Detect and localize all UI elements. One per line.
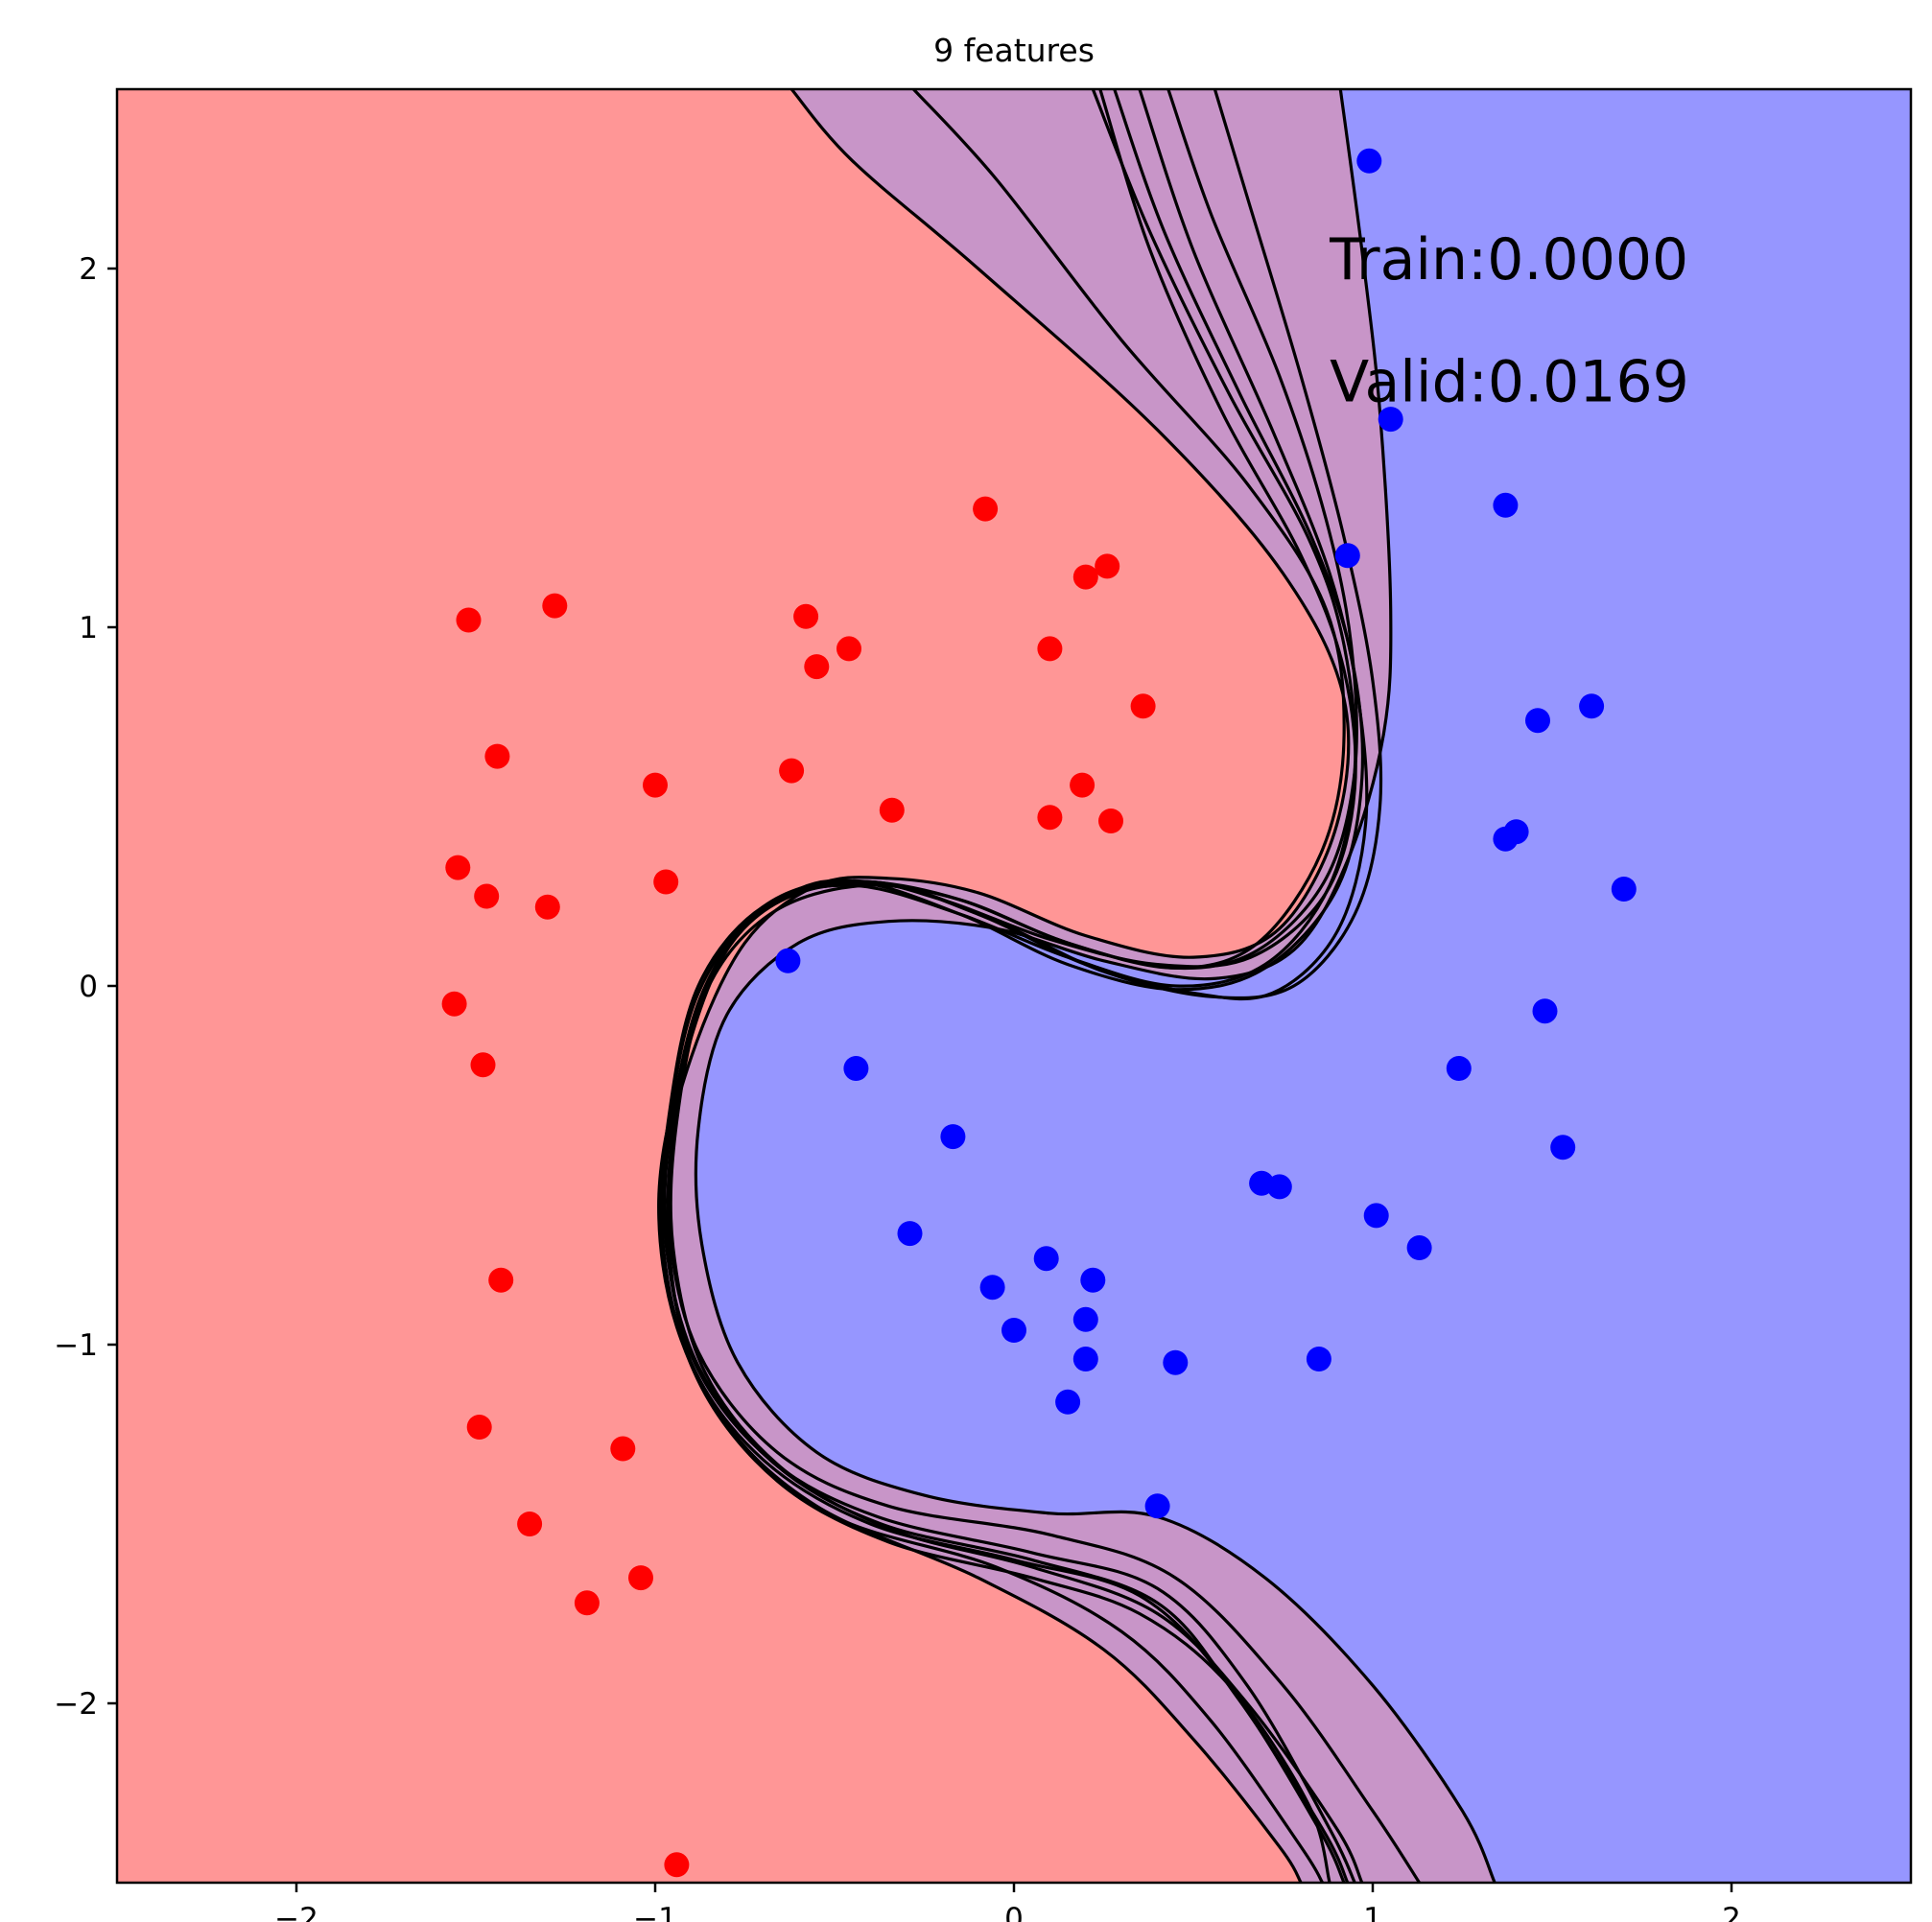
blue-point-6	[1579, 693, 1605, 719]
blue-point-2	[1378, 407, 1403, 433]
blue-point-17	[1306, 1347, 1331, 1371]
red-point-19	[793, 603, 819, 629]
blue-point-28	[1072, 1306, 1098, 1332]
metric-annotations: Train:0.0000 Valid:0.0169	[1329, 226, 1689, 415]
red-point-10	[466, 1415, 492, 1440]
blue-point-3	[1334, 543, 1360, 569]
red-point-28	[1095, 553, 1120, 579]
blue-point-26	[1033, 1246, 1059, 1272]
blue-point-24	[979, 1275, 1005, 1301]
red-point-18	[779, 758, 805, 784]
data-points	[441, 148, 1637, 1878]
red-point-1	[456, 607, 482, 633]
red-point-20	[804, 654, 830, 680]
x-tick-label: −2	[274, 1902, 318, 1922]
blue-point-19	[1144, 1493, 1170, 1519]
blue-point-25	[1001, 1318, 1026, 1343]
y-tick-label: −2	[54, 1687, 98, 1722]
x-tick-label: 2	[1722, 1902, 1741, 1922]
blue-region	[695, 89, 1911, 1883]
red-point-26	[1070, 772, 1096, 798]
blue-point-29	[1072, 1347, 1098, 1371]
y-tick-label: 2	[79, 252, 98, 287]
decision-boundary-8	[666, 89, 1357, 1883]
blue-point-9	[1611, 877, 1637, 902]
blue-point-4	[1493, 492, 1519, 518]
red-point-3	[484, 743, 510, 769]
blue-point-13	[1363, 1203, 1389, 1229]
red-point-29	[1098, 809, 1123, 833]
x-axis-ticks: −2 −1 0 1 2	[274, 1883, 1741, 1922]
red-point-15	[664, 1852, 690, 1878]
blue-point-22	[940, 1124, 966, 1150]
red-point-17	[653, 869, 679, 895]
decision-boundary-9	[662, 89, 1365, 1883]
train-score-label: Train:0.0000	[1329, 226, 1688, 293]
blue-point-5	[1525, 708, 1550, 734]
decision-boundary-7	[694, 89, 1496, 1883]
blue-point-8	[1503, 819, 1529, 845]
x-tick-label: 1	[1363, 1902, 1382, 1922]
red-point-8	[470, 1052, 496, 1078]
red-point-22	[879, 797, 905, 823]
blue-point-14	[1406, 1235, 1432, 1260]
red-point-2	[542, 593, 568, 619]
x-tick-label: −1	[633, 1902, 677, 1922]
red-point-4	[445, 855, 471, 880]
red-point-30	[1130, 693, 1156, 719]
decision-boundaries	[657, 89, 1496, 1883]
chart-title: 9 features	[933, 32, 1095, 69]
blue-point-11	[1446, 1056, 1472, 1081]
y-tick-label: 1	[79, 611, 98, 645]
x-tick-label: 0	[1004, 1902, 1024, 1922]
blue-point-18	[1163, 1349, 1189, 1375]
red-point-11	[517, 1512, 543, 1536]
red-point-9	[488, 1267, 514, 1293]
red-point-13	[610, 1436, 636, 1462]
decision-boundary-1	[659, 89, 1351, 1883]
blue-point-21	[843, 1056, 869, 1081]
red-point-12	[574, 1590, 600, 1616]
plot-area	[117, 89, 1911, 1883]
red-point-24	[1037, 636, 1063, 662]
blue-point-16	[1266, 1174, 1292, 1200]
red-point-16	[643, 772, 668, 798]
blue-point-12	[1550, 1135, 1576, 1160]
red-point-23	[973, 496, 999, 522]
red-point-14	[628, 1565, 653, 1591]
red-point-5	[474, 883, 500, 909]
red-point-27	[1072, 564, 1098, 590]
blue-point-30	[1055, 1389, 1081, 1415]
y-tick-label: −1	[54, 1328, 98, 1363]
blue-point-23	[897, 1221, 923, 1247]
blue-point-10	[1532, 998, 1558, 1024]
blue-point-1	[1356, 148, 1382, 174]
valid-score-label: Valid:0.0169	[1330, 348, 1689, 415]
red-point-7	[441, 991, 467, 1017]
blue-point-27	[1080, 1267, 1106, 1293]
red-point-21	[836, 636, 861, 662]
red-point-6	[534, 894, 560, 920]
y-tick-label: 0	[79, 970, 98, 1004]
red-point-25	[1037, 805, 1063, 831]
y-axis-ticks: 2 1 0 −1 −2	[54, 252, 117, 1722]
decision-boundary-6	[669, 89, 1364, 1883]
blue-point-20	[775, 948, 801, 973]
